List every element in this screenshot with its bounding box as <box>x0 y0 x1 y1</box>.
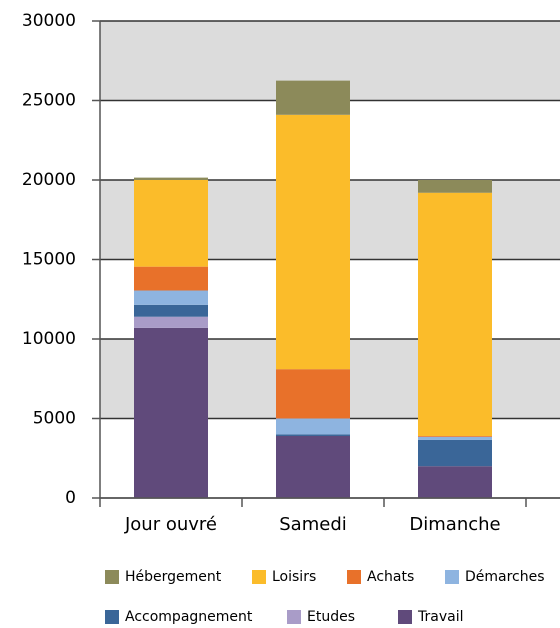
x-tick-label: Dimanche <box>409 514 500 535</box>
legend-swatch <box>398 610 412 624</box>
bar-segment <box>276 418 350 435</box>
y-tick-label: 30000 <box>22 11 76 31</box>
bar-segment <box>418 180 492 193</box>
bar-segment <box>134 316 208 328</box>
bar-segment <box>134 266 208 291</box>
legend-label: Travail <box>417 609 463 625</box>
legend-swatch <box>252 570 266 584</box>
bar-segment <box>134 304 208 317</box>
bar-segment <box>418 435 492 437</box>
y-tick-label: 10000 <box>22 329 76 349</box>
x-tick-label: Jour ouvré <box>124 514 217 535</box>
y-tick-label: 20000 <box>22 170 76 190</box>
legend-swatch <box>347 570 361 584</box>
bar-segment <box>418 466 492 498</box>
legend-label: Achats <box>367 569 414 585</box>
bar-segment <box>276 114 350 370</box>
legend-label: Loisirs <box>272 569 316 585</box>
y-tick-label: 25000 <box>22 91 76 111</box>
legend-swatch <box>287 610 301 624</box>
y-tick-label: 0 <box>65 488 76 508</box>
bar-segment <box>276 80 350 115</box>
y-tick-label: 5000 <box>33 409 76 429</box>
legend-label: Accompagnement <box>125 609 253 625</box>
bar-segment <box>276 435 350 498</box>
bar-segment <box>134 290 208 305</box>
legend-label: Démarches <box>465 569 545 585</box>
legend-swatch <box>445 570 459 584</box>
bar-segment <box>276 369 350 419</box>
legend-swatch <box>105 610 119 624</box>
bar-segment <box>418 192 492 436</box>
legend-swatch <box>105 570 119 584</box>
bar-segment <box>418 436 492 440</box>
bar-segment <box>134 177 208 180</box>
bar-segment <box>276 434 350 436</box>
bar-segment <box>418 439 492 467</box>
x-tick-label: Samedi <box>279 514 347 535</box>
legend-label: Etudes <box>307 609 355 625</box>
y-tick-label: 15000 <box>22 250 76 270</box>
bar-segment <box>134 327 208 498</box>
bar-segment <box>134 180 208 267</box>
legend-label: Hébergement <box>125 569 222 585</box>
